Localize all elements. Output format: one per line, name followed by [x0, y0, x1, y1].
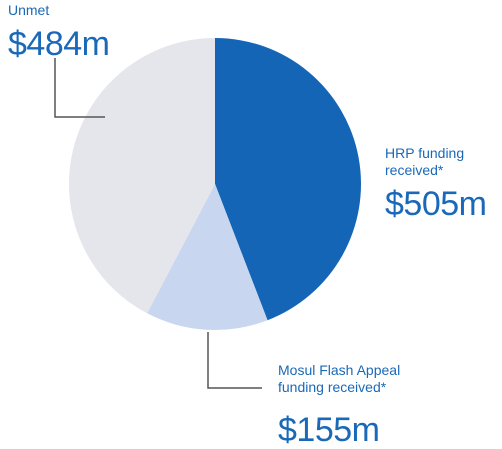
value-label: $155m [278, 411, 380, 449]
slice-label: Unmet [8, 2, 50, 18]
value-label: $484m [8, 25, 110, 63]
slice-label: Mosul Flash Appeal funding received* [278, 362, 401, 395]
value-label: $505m [385, 185, 487, 223]
pie-slice [68, 38, 215, 314]
pie-slice [215, 38, 361, 321]
pie-slice [147, 184, 268, 330]
slice-label: HRP funding received* [385, 145, 465, 178]
pie [68, 38, 361, 330]
leader-line [207, 332, 262, 389]
leader-line [54, 58, 105, 118]
